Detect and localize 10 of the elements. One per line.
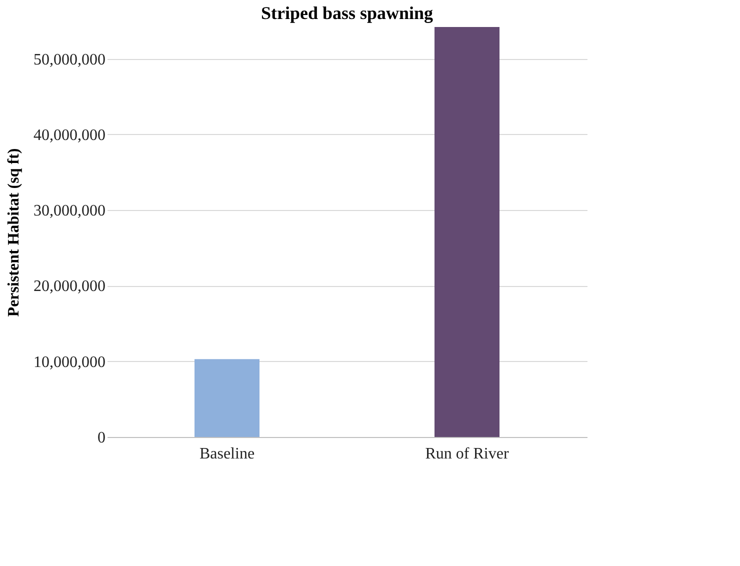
y-tick-label: 30,000,000 bbox=[34, 202, 106, 220]
y-tick-label: 50,000,000 bbox=[34, 51, 106, 68]
y-tick-label: 10,000,000 bbox=[34, 354, 106, 371]
chart-title: Striped bass spawning bbox=[260, 3, 434, 23]
y-axis-title: Persistent Habitat (sq ft) bbox=[6, 148, 22, 317]
x-tick-label: Baseline bbox=[199, 446, 255, 462]
y-tick-label: 0 bbox=[98, 430, 106, 446]
y-tick-label: 20,000,000 bbox=[34, 278, 106, 296]
x-tick-label: Run of River bbox=[425, 446, 510, 462]
y-tick-label: 40,000,000 bbox=[34, 126, 106, 144]
